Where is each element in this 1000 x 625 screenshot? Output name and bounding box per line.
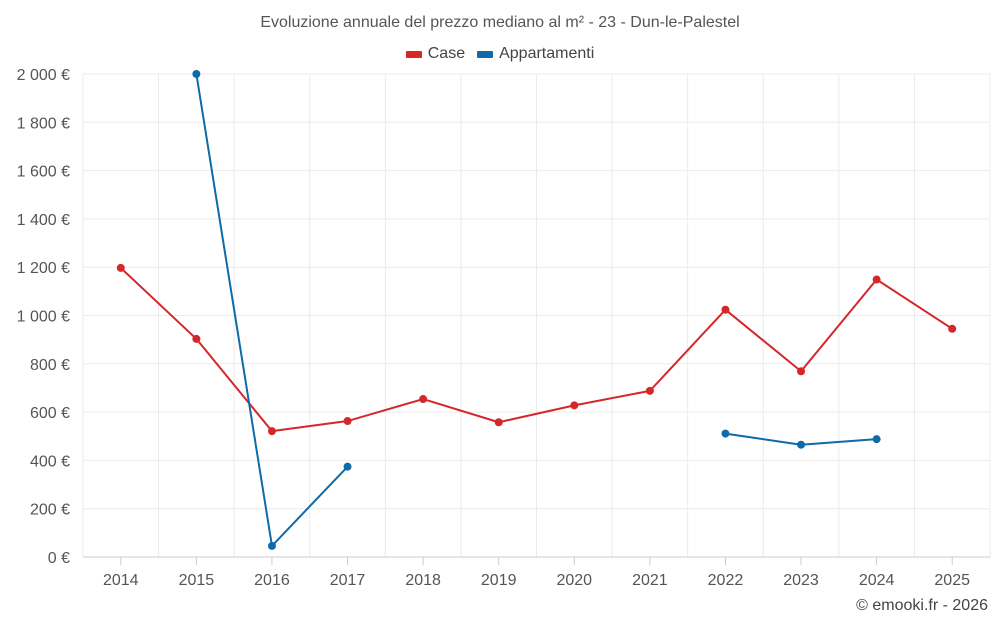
data-point-case — [419, 395, 428, 404]
series-line-case — [120, 267, 953, 433]
data-point-appartamenti — [797, 440, 806, 449]
credit-text: © emooki.fr - 2026 — [856, 597, 988, 614]
data-point-case — [116, 263, 125, 272]
data-point-case — [267, 427, 276, 436]
chart-title: Evoluzione annuale del prezzo mediano al… — [260, 14, 740, 31]
x-tick-label: 2014 — [103, 572, 139, 589]
y-tick-label: 1 600 € — [17, 164, 70, 181]
legend: Case Appartamenti — [0, 45, 1000, 63]
y-tick-label: 400 € — [30, 453, 70, 470]
y-tick-label: 2 000 € — [17, 67, 70, 84]
series-line-appartamenti — [195, 73, 349, 547]
x-tick-label: 2015 — [179, 572, 215, 589]
x-tick-label: 2021 — [632, 572, 668, 589]
data-point-case — [494, 418, 503, 427]
legend-swatch-case — [405, 50, 422, 58]
data-point-appartamenti — [267, 541, 276, 550]
y-tick-label: 200 € — [30, 502, 70, 519]
legend-swatch-appartamenti — [477, 50, 494, 58]
data-point-case — [797, 367, 806, 376]
data-point-appartamenti — [343, 462, 352, 471]
legend-item-case[interactable]: Case — [405, 45, 466, 63]
y-tick-label: 1 000 € — [17, 309, 70, 326]
y-tick-label: 0 € — [48, 550, 70, 567]
y-tick-label: 1 400 € — [17, 212, 70, 229]
x-tick-label: 2017 — [330, 572, 366, 589]
data-point-case — [570, 401, 579, 410]
x-tick-label: 2022 — [708, 572, 744, 589]
x-tick-label: 2025 — [934, 572, 970, 589]
data-point-appartamenti — [721, 429, 730, 438]
x-tick-label: 2018 — [405, 572, 441, 589]
x-tick-label: 2024 — [859, 572, 895, 589]
data-point-case — [343, 417, 352, 426]
data-point-case — [721, 305, 730, 314]
y-tick-label: 600 € — [30, 405, 70, 422]
data-point-case — [948, 324, 957, 333]
data-point-case — [872, 275, 881, 284]
x-tick-label: 2019 — [481, 572, 517, 589]
x-tick-label: 2023 — [783, 572, 819, 589]
y-tick-label: 800 € — [30, 357, 70, 374]
data-point-case — [645, 386, 654, 395]
legend-label-case: Case — [427, 45, 466, 62]
x-tick-label: 2016 — [254, 572, 290, 589]
legend-item-appartamenti[interactable]: Appartamenti — [477, 45, 594, 63]
legend-label-appartamenti: Appartamenti — [499, 45, 595, 62]
x-tick-label: 2020 — [556, 572, 592, 589]
data-point-appartamenti — [872, 435, 881, 444]
y-tick-label: 1 800 € — [17, 115, 70, 132]
data-point-case — [192, 334, 201, 343]
y-tick-label: 1 200 € — [17, 260, 70, 277]
data-point-appartamenti — [192, 70, 201, 78]
